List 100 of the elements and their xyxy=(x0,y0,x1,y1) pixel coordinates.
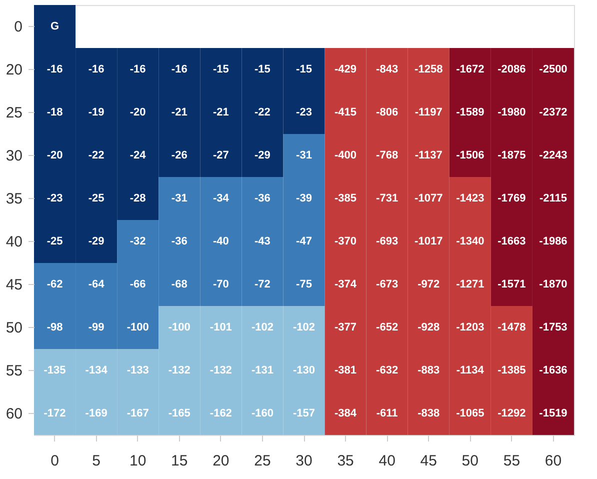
data-label: -19 xyxy=(88,106,104,118)
data-label: -98 xyxy=(46,322,63,334)
data-label: -1077 xyxy=(414,192,443,204)
data-label: -2115 xyxy=(539,192,567,204)
data-label: -99 xyxy=(88,322,104,334)
data-label: -1753 xyxy=(539,322,568,334)
data-label: -1986 xyxy=(539,236,568,248)
data-label: -22 xyxy=(254,106,270,118)
data-label: -370 xyxy=(334,236,357,248)
data-label: -28 xyxy=(130,192,146,204)
data-label: -47 xyxy=(296,236,312,248)
data-label: -70 xyxy=(212,278,229,290)
data-label: -381 xyxy=(334,364,357,376)
annotation: G xyxy=(50,20,60,32)
data-label: -134 xyxy=(85,364,108,376)
data-label: -27 xyxy=(212,150,229,162)
data-label: -1589 xyxy=(456,106,484,118)
data-label: -16 xyxy=(88,64,104,76)
data-label: -64 xyxy=(88,278,106,290)
data-label: -100 xyxy=(168,322,190,334)
data-label: -23 xyxy=(46,192,63,204)
data-label: -384 xyxy=(334,408,358,420)
x-tick-label: 25 xyxy=(254,452,271,470)
data-label: -102 xyxy=(292,322,316,334)
y-tick-label: 45 xyxy=(6,276,22,294)
data-label: -15 xyxy=(212,64,229,76)
data-label: -1478 xyxy=(498,322,526,334)
data-label: -43 xyxy=(254,236,270,248)
data-label: -167 xyxy=(126,408,149,420)
data-label: -66 xyxy=(130,278,146,290)
x-tick-label: 40 xyxy=(378,452,396,470)
data-label: -15 xyxy=(254,64,270,76)
data-label: -32 xyxy=(130,236,146,248)
data-label: -75 xyxy=(296,278,312,290)
x-tick-label: 15 xyxy=(171,452,188,470)
data-label: -1519 xyxy=(539,408,568,420)
x-tick-label: 30 xyxy=(296,452,312,470)
data-label: -25 xyxy=(46,236,63,248)
data-label: -374 xyxy=(334,278,358,290)
data-label: -68 xyxy=(171,278,188,290)
data-label: -1980 xyxy=(498,106,526,118)
data-label: -611 xyxy=(376,408,398,420)
data-label: -72 xyxy=(254,278,270,290)
data-label: -130 xyxy=(292,364,316,376)
data-label: -1875 xyxy=(498,150,526,162)
data-label: -20 xyxy=(46,150,63,162)
data-label: -883 xyxy=(418,364,440,376)
data-label: -1636 xyxy=(539,364,568,376)
data-label: -1340 xyxy=(456,236,484,248)
data-label: -101 xyxy=(210,322,232,334)
data-label: -15 xyxy=(296,64,312,76)
x-tick-label: 60 xyxy=(544,452,562,470)
data-label: -1203 xyxy=(456,322,484,334)
data-label: -928 xyxy=(418,322,440,334)
data-label: -1506 xyxy=(456,150,484,162)
data-label: -1292 xyxy=(498,408,526,420)
data-label: -157 xyxy=(292,408,316,420)
data-label: -2243 xyxy=(539,150,568,162)
data-label: -1017 xyxy=(414,236,443,248)
data-label: -162 xyxy=(210,408,232,420)
data-label: -768 xyxy=(376,150,398,162)
x-tick-label: 50 xyxy=(462,452,478,470)
data-label: -1197 xyxy=(414,106,442,118)
data-label: -169 xyxy=(85,408,108,420)
data-label: -673 xyxy=(376,278,398,290)
data-label: -160 xyxy=(251,408,274,420)
data-label: -415 xyxy=(334,106,357,118)
x-tick-label: 5 xyxy=(92,452,100,470)
data-label: -135 xyxy=(44,364,66,376)
data-label: -16 xyxy=(46,64,63,76)
data-label: -23 xyxy=(296,106,312,118)
y-tick-label: 20 xyxy=(6,62,22,78)
data-label: -16 xyxy=(171,64,188,76)
x-tick-label: 35 xyxy=(337,452,354,470)
data-label: -838 xyxy=(418,408,440,420)
data-label: -2086 xyxy=(498,64,526,76)
y-tick-label: 40 xyxy=(6,234,22,250)
data-label: -26 xyxy=(171,150,188,162)
data-label: -1385 xyxy=(498,364,526,376)
y-tick-label: 60 xyxy=(6,406,22,422)
data-label: -18 xyxy=(46,106,63,118)
data-label: -1870 xyxy=(539,278,568,290)
data-label: -22 xyxy=(88,150,104,162)
data-label: -100 xyxy=(126,322,149,334)
data-label: -400 xyxy=(334,150,357,162)
y-tick-label: 30 xyxy=(6,148,22,164)
data-label: -25 xyxy=(88,192,104,204)
data-label: -1134 xyxy=(456,364,485,376)
y-tick-label: 25 xyxy=(6,104,22,122)
data-label: -2500 xyxy=(539,64,568,76)
data-label: -16 xyxy=(130,64,146,76)
data-label: -806 xyxy=(376,106,398,118)
data-label: -1663 xyxy=(498,236,526,248)
data-label: -1258 xyxy=(414,64,443,76)
data-label: -652 xyxy=(376,322,398,334)
data-label: -172 xyxy=(44,408,66,420)
data-label: -1672 xyxy=(456,64,484,76)
data-label: -131 xyxy=(251,364,274,376)
data-label: -133 xyxy=(126,364,149,376)
data-label: -34 xyxy=(212,192,230,204)
